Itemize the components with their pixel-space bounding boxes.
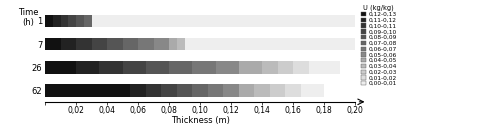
Bar <box>45 15 53 27</box>
Bar <box>161 84 177 97</box>
Bar <box>262 61 278 74</box>
Bar <box>177 38 184 50</box>
X-axis label: Thickness (m): Thickness (m) <box>170 116 230 125</box>
Bar <box>76 15 84 27</box>
Bar <box>254 84 270 97</box>
Bar <box>154 38 169 50</box>
Bar <box>169 61 192 74</box>
Bar <box>177 84 192 97</box>
Bar <box>45 61 76 74</box>
Bar <box>184 38 355 50</box>
Bar <box>122 38 138 50</box>
Bar <box>45 38 60 50</box>
Legend: 0,12-0,13, 0,11-0,12, 0,10-0,11, 0,09-0,10, 0,08-0,09, 0,07-0,08, 0,06-0,07, 0,0: 0,12-0,13, 0,11-0,12, 0,10-0,11, 0,09-0,… <box>361 5 396 86</box>
Bar <box>138 38 154 50</box>
Bar <box>208 84 223 97</box>
Bar <box>45 84 130 97</box>
Bar <box>308 61 340 74</box>
Bar <box>192 61 216 74</box>
Bar <box>146 84 161 97</box>
Bar <box>278 61 293 74</box>
Bar <box>238 84 254 97</box>
Bar <box>84 15 92 27</box>
Bar <box>68 15 76 27</box>
Bar <box>301 84 324 97</box>
Bar <box>76 61 99 74</box>
Bar <box>53 15 60 27</box>
Bar <box>99 61 122 74</box>
Bar <box>285 84 301 97</box>
Bar <box>216 61 239 74</box>
Bar <box>92 38 107 50</box>
Y-axis label: Time
(h): Time (h) <box>18 8 38 27</box>
Bar <box>60 15 68 27</box>
Bar <box>107 38 122 50</box>
Bar <box>239 61 262 74</box>
Bar <box>169 38 177 50</box>
Bar <box>130 84 146 97</box>
Bar <box>60 38 76 50</box>
Bar <box>122 61 146 74</box>
Bar <box>293 61 308 74</box>
Bar <box>192 84 208 97</box>
Bar <box>76 38 92 50</box>
Bar <box>223 84 239 97</box>
Bar <box>92 15 355 27</box>
Bar <box>270 84 285 97</box>
Bar <box>146 61 169 74</box>
